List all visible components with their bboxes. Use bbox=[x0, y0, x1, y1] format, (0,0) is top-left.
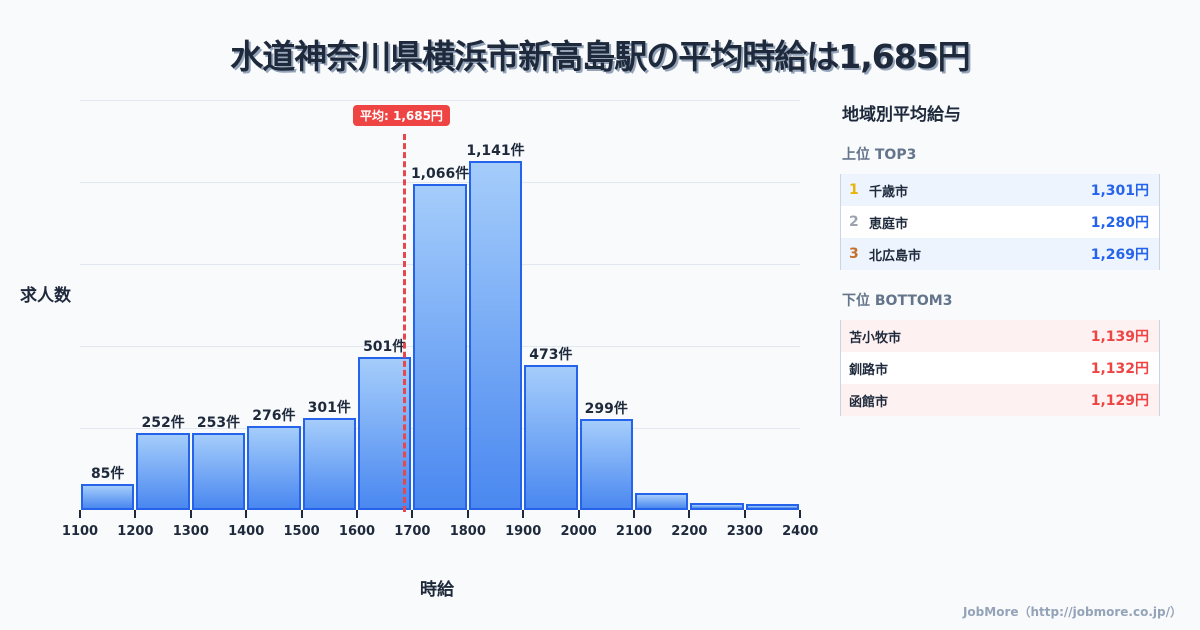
bar-value-label: 1,141件 bbox=[466, 143, 525, 159]
x-tick bbox=[743, 510, 746, 518]
bar-value-label: 1,066件 bbox=[410, 165, 470, 182]
list-item: 函館市 1,129円 bbox=[841, 384, 1159, 416]
histogram-bar bbox=[524, 365, 578, 510]
x-tick-label: 1700 bbox=[394, 524, 431, 539]
x-tick-label: 2200 bbox=[671, 524, 708, 539]
list-item: 苫小牧市 1,139円 bbox=[841, 320, 1159, 352]
histogram-bar bbox=[468, 161, 523, 510]
city-wage: 1,280円 bbox=[1090, 215, 1149, 231]
bar-value-label: 252件 bbox=[141, 414, 185, 431]
bar-value-label: 473件 bbox=[529, 347, 573, 364]
x-tick bbox=[189, 510, 192, 518]
bar-value-label: 85件 bbox=[90, 466, 125, 482]
x-tick bbox=[245, 510, 248, 518]
x-tick-label: 2400 bbox=[782, 524, 819, 539]
histogram-bar bbox=[635, 493, 689, 510]
list-item: 3 北広島市 1,269円 bbox=[841, 238, 1159, 270]
x-tick bbox=[688, 510, 691, 518]
rank-number: 1 bbox=[849, 182, 859, 198]
city-name: 函館市 bbox=[849, 394, 889, 410]
x-tick bbox=[411, 510, 414, 518]
footer-credit: JobMore（http://jobmore.co.jp/） bbox=[962, 605, 1182, 619]
x-tick-label: 1200 bbox=[117, 524, 154, 539]
x-tick-label: 1900 bbox=[505, 524, 542, 539]
city-wage: 1,129円 bbox=[1090, 393, 1149, 409]
city-wage: 1,139円 bbox=[1090, 329, 1149, 345]
x-tick bbox=[633, 510, 635, 518]
histogram-bar bbox=[358, 356, 412, 510]
gridline bbox=[80, 100, 800, 101]
bottom-list: 苫小牧市 1,139円 釧路市 1,132円 函館市 1,129円 bbox=[840, 320, 1160, 416]
city-wage: 1,301円 bbox=[1090, 183, 1149, 199]
page-title: 水道神奈川県横浜市新高島駅の平均時給は1,685円 bbox=[230, 37, 970, 76]
city-name: 北広島市 bbox=[869, 248, 922, 264]
histogram-bar bbox=[302, 417, 356, 510]
histogram-chart: 85件 252件 253件 276件 301件 501件 1,066件 1,141件 473件 2… bbox=[20, 100, 818, 600]
city-wage: 1,269円 bbox=[1090, 247, 1149, 263]
x-tick-label: 1500 bbox=[283, 524, 320, 539]
bar-value-label: 299件 bbox=[584, 400, 628, 417]
x-tick bbox=[799, 510, 802, 518]
x-tick-label: 2300 bbox=[726, 524, 763, 539]
histogram-bar bbox=[413, 183, 467, 510]
city-wage: 1,132円 bbox=[1090, 361, 1149, 377]
bar-value-label: 501件 bbox=[363, 338, 407, 355]
x-tick-label: 1400 bbox=[228, 524, 265, 539]
city-name: 釧路市 bbox=[849, 362, 889, 378]
city-name: 恵庭市 bbox=[869, 216, 909, 232]
rank-number: 3 bbox=[849, 246, 859, 262]
x-tick-label: 2000 bbox=[560, 524, 597, 539]
average-badge: 平均: 1,685円 bbox=[353, 105, 450, 126]
x-tick bbox=[134, 510, 137, 518]
list-item: 1 千歳市 1,301円 bbox=[841, 174, 1159, 206]
city-name: 苫小牧市 bbox=[849, 330, 902, 346]
top-list: 1 千歳市 1,301円 2 恵庭市 1,280円 3 北広島市 1,269円 bbox=[840, 174, 1160, 270]
x-tick bbox=[356, 510, 358, 518]
bar-value-label: 276件 bbox=[252, 407, 296, 424]
x-tick bbox=[577, 510, 580, 518]
x-tick bbox=[522, 510, 525, 518]
histogram-bar bbox=[247, 425, 301, 510]
average-line bbox=[403, 134, 406, 512]
city-name: 千歳市 bbox=[869, 184, 909, 200]
x-tick bbox=[79, 510, 81, 518]
histogram-bar bbox=[690, 503, 744, 510]
histogram-bar bbox=[745, 504, 800, 510]
x-tick-label: 1800 bbox=[449, 524, 486, 539]
histogram-bar bbox=[579, 418, 633, 510]
bottom-heading: 下位 BOTTOM3 bbox=[842, 293, 953, 309]
histogram-bar bbox=[136, 432, 190, 510]
list-item: 釧路市 1,132円 bbox=[841, 352, 1159, 384]
histogram-bar bbox=[191, 432, 246, 510]
gridline bbox=[80, 182, 800, 183]
bar-value-label: 253件 bbox=[196, 414, 241, 431]
histogram-bar bbox=[81, 484, 135, 510]
x-tick-label: 1100 bbox=[61, 524, 99, 539]
x-tick bbox=[466, 510, 469, 518]
x-tick bbox=[300, 510, 303, 518]
bar-value-label: 301件 bbox=[307, 399, 351, 416]
list-item: 2 恵庭市 1,280円 bbox=[841, 206, 1159, 238]
x-tick-label: 1300 bbox=[172, 524, 209, 539]
panel-title: 地域別平均給与 bbox=[842, 105, 961, 125]
rank-number: 2 bbox=[849, 214, 859, 230]
y-axis-label: 求人数 bbox=[20, 286, 71, 306]
x-tick-label: 1600 bbox=[338, 524, 376, 539]
top-heading: 上位 TOP3 bbox=[842, 147, 917, 163]
x-tick-label: 2100 bbox=[615, 524, 653, 539]
x-axis-label: 時給 bbox=[420, 580, 454, 600]
